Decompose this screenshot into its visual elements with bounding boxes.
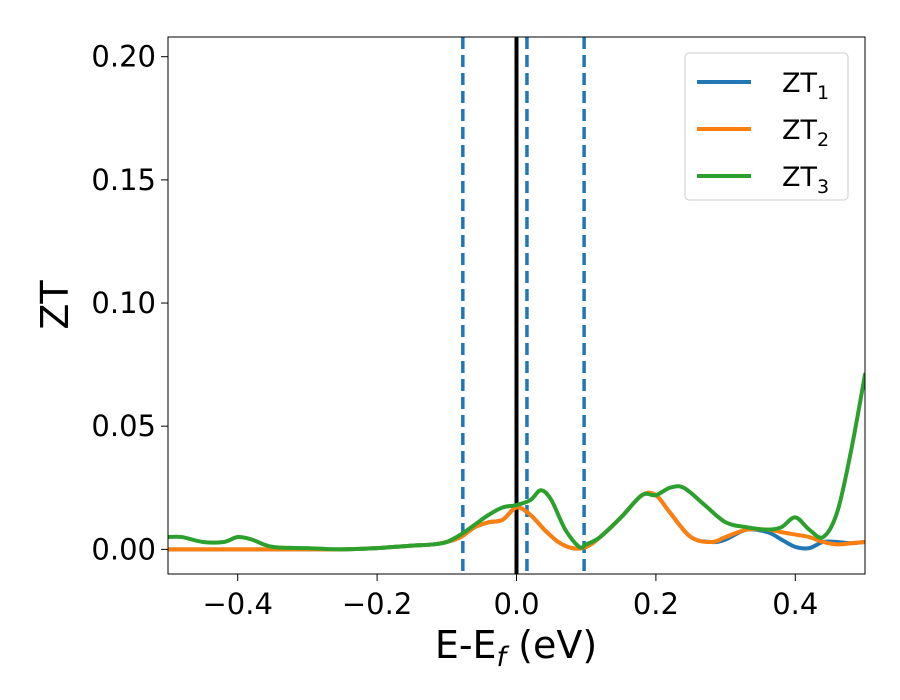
x-tick-label: 0.0 — [493, 587, 539, 621]
x-axis: −0.4 −0.2 0.0 0.2 0.4 — [202, 574, 818, 621]
legend-label: ZT2 — [782, 115, 829, 151]
y-tick-label: 0.00 — [91, 532, 156, 566]
x-tick-label: 0.4 — [772, 587, 818, 621]
y-tick-label: 0.10 — [91, 286, 156, 320]
legend-label-subscript: 3 — [817, 176, 829, 198]
y-axis-label: ZT — [33, 280, 77, 330]
x-axis-label: E-Ef (eV) — [435, 623, 597, 673]
legend-label-main: ZT — [782, 162, 817, 193]
y-tick-label: 0.15 — [91, 163, 156, 197]
series-line-zt3 — [168, 372, 865, 552]
y-tick-label: 0.05 — [91, 409, 156, 443]
y-axis: 0.00 0.05 0.10 0.15 0.20 — [91, 40, 168, 566]
x-tick-label: 0.2 — [633, 587, 679, 621]
x-tick-label: −0.4 — [202, 587, 272, 621]
legend-label: ZT3 — [782, 162, 829, 198]
y-tick-label: 0.20 — [91, 40, 156, 74]
legend-label-main: ZT — [782, 115, 817, 146]
legend-frame — [684, 52, 849, 201]
legend-label-subscript: 2 — [817, 129, 829, 151]
legend-label: ZT1 — [782, 68, 829, 104]
legend-label-subscript: 1 — [817, 82, 829, 104]
legend-label-main: ZT — [782, 68, 817, 99]
x-axis-label-unit: (eV) — [506, 623, 597, 667]
x-tick-label: −0.2 — [342, 587, 412, 621]
reference-lines — [461, 37, 586, 574]
series-lines — [168, 372, 865, 552]
